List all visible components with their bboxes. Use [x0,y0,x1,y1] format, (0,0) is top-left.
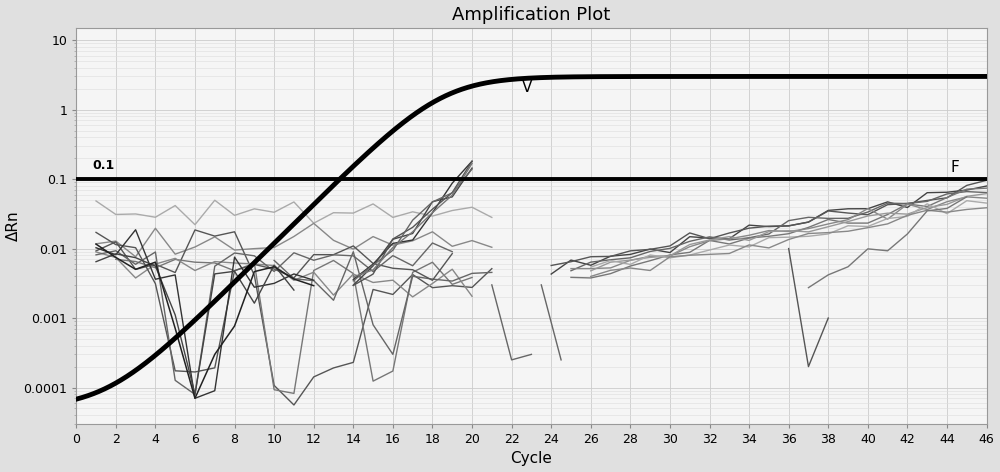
Text: V: V [522,80,532,95]
Y-axis label: ΔRn: ΔRn [6,211,21,241]
Text: 0.1: 0.1 [92,160,114,172]
Text: F: F [951,160,960,176]
X-axis label: Cycle: Cycle [510,451,552,466]
Title: Amplification Plot: Amplification Plot [452,6,611,24]
